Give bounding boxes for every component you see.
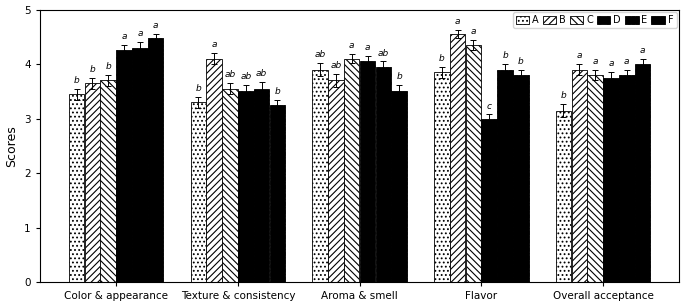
Bar [556, 111, 571, 282]
Text: b: b [74, 76, 79, 85]
Text: a: a [471, 27, 476, 36]
Bar [360, 61, 375, 282]
Text: b: b [560, 91, 566, 100]
Text: a: a [121, 32, 127, 41]
Bar [101, 80, 116, 282]
Bar [434, 72, 449, 282]
Bar [68, 94, 84, 282]
Bar [222, 89, 238, 282]
Bar [513, 75, 529, 282]
Text: a: a [577, 51, 582, 60]
Text: c: c [487, 102, 492, 111]
Text: b: b [439, 54, 445, 63]
Text: a: a [153, 21, 158, 30]
Text: b: b [397, 72, 402, 81]
Bar [148, 38, 164, 282]
Bar [603, 78, 619, 282]
Text: a: a [608, 60, 614, 68]
Bar [450, 34, 465, 282]
Text: a: a [593, 57, 598, 66]
Text: a: a [349, 41, 354, 50]
Bar [375, 67, 391, 282]
Bar [254, 89, 269, 282]
Text: a: a [212, 41, 217, 49]
Bar [116, 50, 132, 282]
Bar [328, 80, 344, 282]
Bar [466, 45, 481, 282]
Text: b: b [502, 51, 508, 60]
Bar [238, 91, 253, 282]
Bar [635, 64, 650, 282]
Bar [132, 48, 148, 282]
Bar [619, 75, 634, 282]
Bar [482, 119, 497, 282]
Bar [85, 83, 100, 282]
Bar [270, 105, 285, 282]
Text: b: b [105, 62, 111, 71]
Bar [344, 59, 360, 282]
Text: a: a [137, 29, 142, 38]
Bar [391, 91, 407, 282]
Bar [588, 75, 603, 282]
Text: ab: ab [225, 70, 236, 80]
Text: b: b [518, 57, 524, 66]
Legend: A, B, C, D, E, F: A, B, C, D, E, F [512, 13, 677, 28]
Text: b: b [195, 84, 201, 93]
Text: a: a [624, 57, 630, 66]
Text: ab: ab [256, 69, 267, 78]
Text: ab: ab [240, 72, 251, 81]
Text: ab: ab [377, 49, 389, 58]
Text: b: b [275, 87, 280, 96]
Text: ab: ab [314, 50, 325, 59]
Text: a: a [640, 46, 645, 55]
Bar [206, 59, 222, 282]
Bar [497, 70, 513, 282]
Bar [312, 70, 328, 282]
Bar [190, 102, 206, 282]
Text: a: a [455, 17, 460, 26]
Text: a: a [365, 43, 371, 52]
Bar [571, 70, 587, 282]
Text: b: b [90, 65, 95, 74]
Text: ab: ab [330, 61, 342, 70]
Y-axis label: Scores: Scores [5, 125, 18, 167]
